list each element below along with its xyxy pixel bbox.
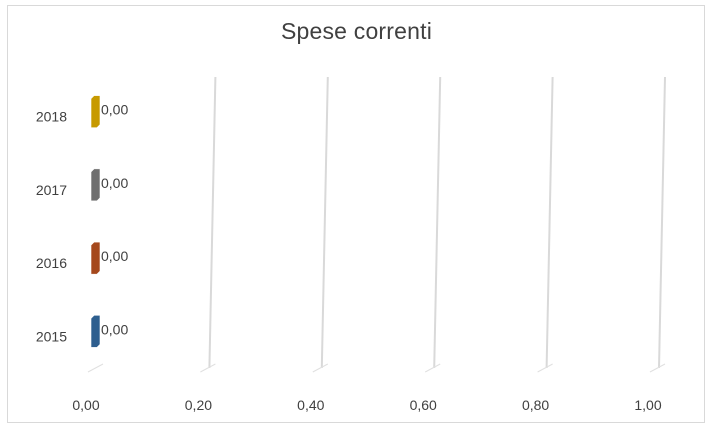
y-tick-label: 2017 <box>36 182 67 198</box>
x-floor-tick <box>200 363 216 373</box>
chart-title: Spese correnti <box>280 18 433 44</box>
gridline <box>658 76 666 369</box>
data-label: 0,00 <box>101 248 128 264</box>
x-floor-tick <box>537 363 553 373</box>
y-tick-label: 2016 <box>36 255 67 271</box>
x-tick-label: 0,80 <box>522 397 549 413</box>
gridline <box>208 76 217 369</box>
bar <box>90 168 101 202</box>
bar <box>90 241 101 275</box>
data-labels: 0,00 0,00 0,00 0,00 <box>101 102 128 338</box>
x-floor-tick <box>649 363 666 373</box>
gridlines <box>87 76 666 373</box>
data-label: 0,00 <box>101 102 128 118</box>
data-label: 0,00 <box>101 175 128 191</box>
x-axis-tick-labels: 0,00 0,20 0,40 0,60 0,80 1,00 <box>72 397 661 413</box>
x-tick-label: 0,60 <box>410 397 437 413</box>
x-tick-label: 0,40 <box>297 397 324 413</box>
x-floor-tick <box>87 363 104 373</box>
gridline <box>320 76 329 369</box>
gridline <box>433 76 442 369</box>
y-axis-tick-labels: 2015 2016 2017 2018 <box>36 109 67 345</box>
x-floor-tick <box>424 363 441 373</box>
bar <box>90 95 101 128</box>
x-tick-label: 0,00 <box>72 397 99 413</box>
gridline <box>545 76 554 369</box>
x-tick-label: 1,00 <box>634 397 661 413</box>
chart-frame <box>7 5 705 423</box>
y-tick-label: 2018 <box>36 109 67 125</box>
bars <box>90 95 101 348</box>
y-tick-label: 2015 <box>36 328 67 344</box>
x-tick-label: 0,20 <box>185 397 212 413</box>
data-label: 0,00 <box>101 321 128 337</box>
x-floor-tick <box>312 363 329 373</box>
bar <box>90 315 101 348</box>
